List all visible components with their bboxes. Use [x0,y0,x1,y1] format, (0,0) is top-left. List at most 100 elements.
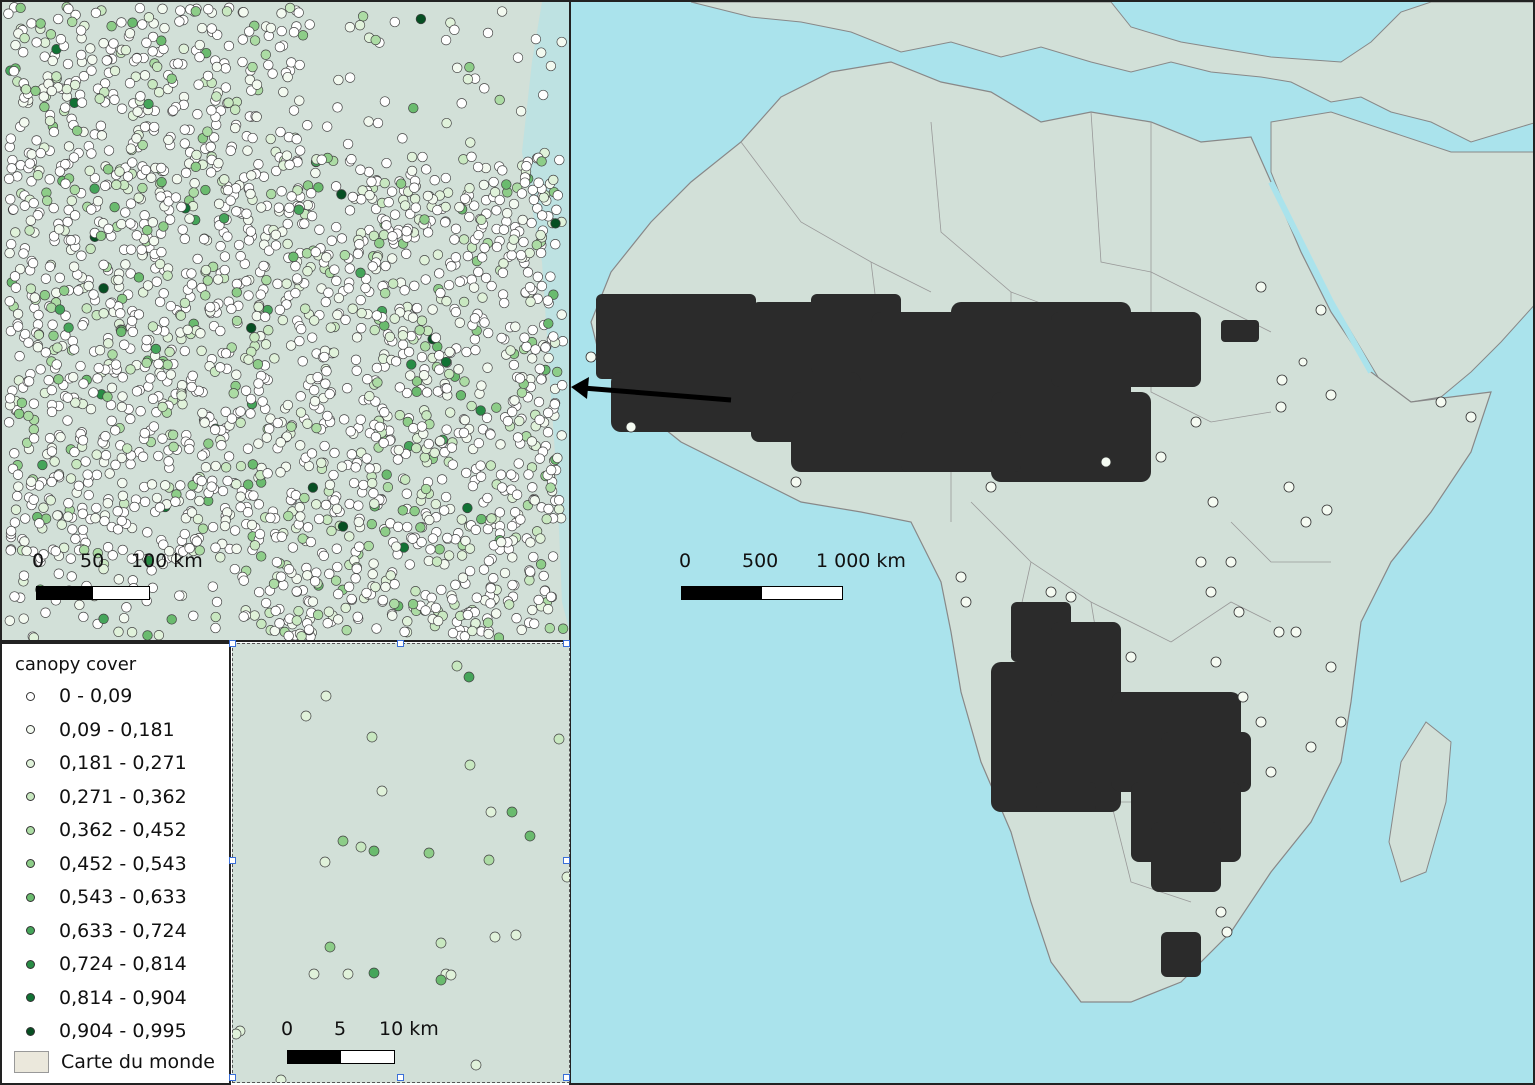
sample-point [397,330,409,341]
sample-point [274,618,285,629]
legend-class-label: 0,09 - 0,181 [59,718,175,741]
sample-point [538,570,549,582]
sample-point [33,329,44,341]
sample-point [458,296,470,308]
sample-point [137,451,149,462]
sample-point [320,690,332,702]
sample-point [184,543,195,554]
sample-point [78,611,89,623]
resize-handle-tl[interactable] [229,640,236,647]
sample-point [30,85,41,97]
resize-handle-ml[interactable] [229,857,236,864]
sample-point [10,504,22,515]
sample-point [319,440,330,452]
sample-point [252,359,264,370]
sample-point [206,105,217,116]
sample-point [333,74,344,86]
sample-point [179,124,190,135]
inset-scale-label-2: 100 km [131,550,203,572]
sample-point [65,235,77,246]
sample-point [464,211,475,223]
sample-point [219,174,230,185]
sample-point [527,324,538,336]
sample-point [31,37,42,48]
sample-point [85,403,97,415]
sample-point [6,238,17,250]
sample-point [218,213,230,224]
sample-point [355,164,366,175]
sample-point [116,401,128,413]
sample-point [283,564,295,575]
sample-point [302,418,313,429]
sample-point [552,452,563,464]
sample-point [476,214,487,225]
sample-point [295,440,306,451]
detail-map[interactable]: 0 5 10 km [232,643,570,1083]
sample-point [275,1074,287,1082]
sample-point [186,268,197,279]
resize-handle-tr[interactable] [563,640,570,647]
sample-point [379,177,390,189]
sample-point [537,210,548,221]
sample-point [302,522,314,533]
resize-handle-bm[interactable] [397,1074,404,1081]
sample-point [548,331,559,342]
sample-point [275,571,287,582]
sample-point [210,611,221,623]
resize-handle-br[interactable] [563,1074,570,1081]
sample-point [408,423,419,434]
sample-point [461,346,472,358]
resize-handle-tm[interactable] [397,640,404,647]
main-map[interactable]: 0 500 1 000 km [569,0,1535,1085]
sample-point [424,514,435,526]
sample-point [26,476,37,487]
resize-handle-mr[interactable] [563,857,570,864]
sample-point [278,86,289,98]
sample-point [538,192,549,203]
sample-point [67,524,78,535]
sample-point [270,605,281,617]
sample-point [235,460,247,472]
sample-point [92,196,104,207]
sample-point [380,526,391,537]
sample-point [288,27,300,38]
sample-point [135,406,146,417]
sample-point [456,514,467,525]
sample-point [53,374,64,385]
sample-point [371,623,382,634]
sample-point [446,442,458,453]
sample-point [456,98,467,109]
sample-point [506,469,517,480]
sample-point [153,630,165,640]
sample-point [14,351,25,362]
sample-point [301,248,313,259]
sample-point [263,245,275,256]
sample-point [244,74,256,85]
resize-handle-bl[interactable] [229,1074,236,1081]
sample-point [276,531,287,542]
inset-map[interactable]: 0 50 100 km [0,0,571,642]
sample-point [504,599,515,610]
sample-point [294,59,305,71]
sample-point [470,344,481,356]
sample-point [8,204,19,215]
sample-point [96,130,108,141]
sample-point [351,332,363,343]
sample-point [390,356,402,367]
sample-point [207,521,219,533]
sample-point [20,84,32,95]
sample-point [235,406,246,417]
sample-point [220,348,232,359]
sample-point [386,186,398,197]
sample-point [25,215,36,226]
sample-point [434,268,445,279]
sample-point [154,258,166,270]
sample-point [165,369,176,380]
sample-point [142,527,153,538]
sample-point [288,251,299,262]
sample-point [350,573,361,584]
sample-point [53,13,64,25]
sample-point [324,388,335,400]
sample-point [381,157,392,169]
zoom-arrow [571,377,732,403]
